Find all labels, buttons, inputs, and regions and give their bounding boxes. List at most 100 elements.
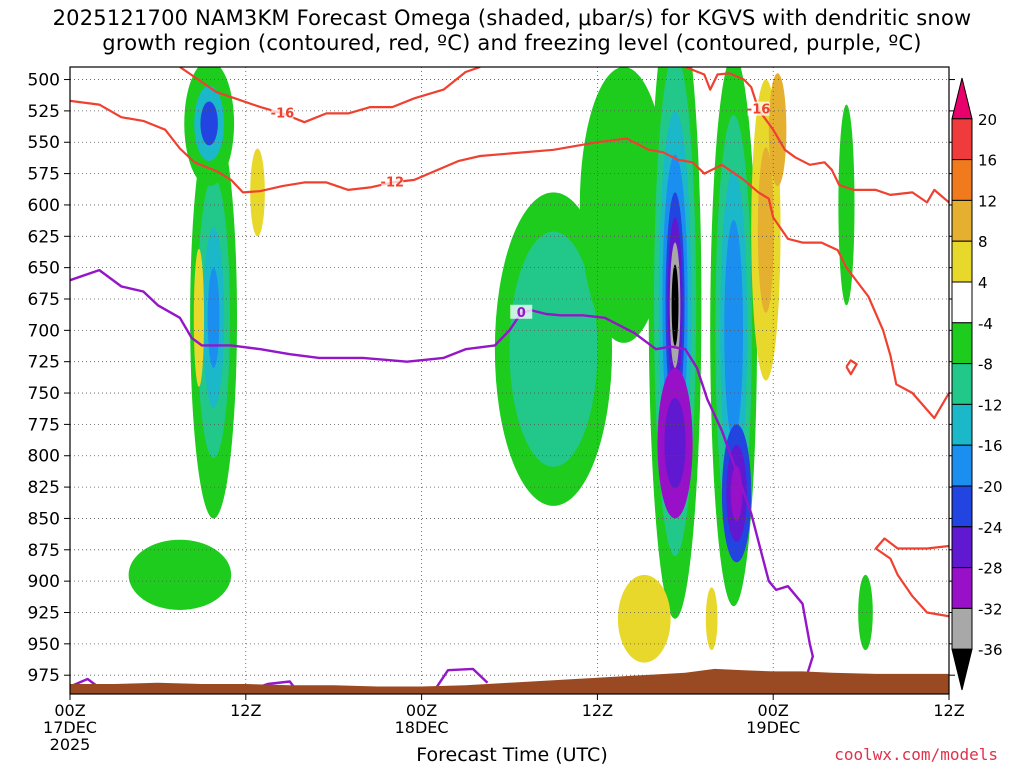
- colorbar-swatch: [951, 281, 973, 324]
- ground-terrain: [70, 668, 949, 694]
- y-tick-label: 850: [28, 509, 60, 529]
- contour-label: 0: [517, 306, 526, 321]
- title-line-1: 2025121700 NAM3KM Forecast Omega (shaded…: [52, 6, 972, 30]
- source-credit: coolwx.com/models: [834, 745, 998, 764]
- freezing-level-contour: [70, 268, 814, 676]
- dgz-contour: [684, 67, 949, 204]
- y-tick-label: 550: [28, 133, 60, 153]
- y-tick-label: 975: [28, 666, 60, 686]
- x-tick-label: 00Z: [758, 701, 789, 720]
- colorbar-swatch: [951, 199, 973, 242]
- contour-label-bg: [747, 101, 770, 116]
- contour-label-bg: [381, 174, 404, 189]
- chart-title: 2025121700 NAM3KM Forecast Omega (shaded…: [0, 6, 1024, 56]
- colorbar-swatch: [951, 444, 973, 487]
- colorbar-swatch: [951, 363, 973, 405]
- x-tick-label: 18DEC: [395, 718, 449, 737]
- y-tick-label: 575: [28, 165, 60, 185]
- omega-blob-morning-low: [128, 539, 232, 610]
- contour-label: -12: [381, 175, 405, 190]
- dgz-contour: [179, 67, 481, 124]
- colorbar-swatch: [951, 485, 973, 528]
- colorbar-label: -4: [978, 315, 993, 333]
- omega-blob-morning-column: [190, 117, 238, 519]
- x-tick-label: 19DEC: [746, 718, 800, 737]
- colorbar-label: 8: [978, 233, 988, 251]
- colorbar-label: -32: [978, 600, 1003, 618]
- x-tick-label: 00Z: [54, 701, 85, 720]
- colorbar-label: 4: [978, 274, 988, 292]
- x-tick-label: 12Z: [582, 701, 613, 720]
- colorbar-label: 20: [978, 111, 997, 129]
- omega-blob-main-lower: [657, 367, 693, 519]
- contour-label-bg: [510, 304, 533, 319]
- y-tick-label: 925: [28, 603, 60, 623]
- title-line-2: growth region (contoured, red, ºC) and f…: [102, 31, 922, 55]
- contour-lines: -16 -16 -12 0: [70, 67, 949, 693]
- x-tick-label: 00Z: [406, 701, 437, 720]
- y-tick-label: 775: [28, 415, 60, 435]
- x-tick-label: 12Z: [230, 701, 261, 720]
- y-tick-label: 675: [28, 290, 60, 310]
- x-tick-label: 17DEC: [43, 718, 97, 737]
- colorbar-swatch: [951, 526, 973, 569]
- y-tick-label: 950: [28, 635, 60, 655]
- y-tick-label: 525: [28, 102, 60, 122]
- contour-label: -16: [747, 103, 771, 118]
- omega-blob-positive-upper: [768, 73, 787, 187]
- colorbar-label: -12: [978, 396, 1003, 414]
- colorbar-label: 16: [978, 152, 997, 170]
- colorbar-label: -8: [978, 356, 993, 374]
- omega-blob-midday-18: [494, 192, 613, 506]
- plot-frame: [69, 66, 950, 695]
- y-tick-label: 900: [28, 572, 60, 592]
- omega-blob-morning-upper: [184, 67, 235, 187]
- dgz-contour: [70, 99, 949, 420]
- omega-shaded-field: [128, 67, 873, 663]
- x-axis-title: Forecast Time (UTC): [416, 744, 608, 766]
- colorbar-swatch: [951, 322, 973, 365]
- y-tick-label: 500: [28, 71, 60, 91]
- colorbar-label: -16: [978, 437, 1003, 455]
- colorbar-label: 12: [978, 192, 997, 210]
- omega-blob-yellow-8z: [193, 248, 205, 387]
- x-tick-label: 2025: [50, 735, 91, 754]
- omega-blob-east-low: [858, 574, 873, 651]
- y-tick-label: 875: [28, 541, 60, 561]
- y-tick-label: 750: [28, 384, 60, 404]
- y-tick-label: 825: [28, 478, 60, 498]
- y-axis: 500 525 550 575 600 625 650 675 700 725 750 775 800 8…: [28, 71, 955, 686]
- dgz-contour: [845, 359, 858, 376]
- y-tick-label: 650: [28, 259, 60, 279]
- colorbar-label: -36: [978, 641, 1003, 659]
- dgz-contour: [874, 537, 949, 618]
- omega-blob-main-column: [648, 67, 702, 619]
- colorbar-swatch: [951, 607, 973, 650]
- colorbar: 20 16 12 8 4 -4 -8 -12 -16 -20 -24 -28 -32 -36: [951, 77, 1003, 691]
- colorbar-top-arrow: [951, 77, 973, 120]
- y-tick-label: 700: [28, 321, 60, 341]
- y-tick-label: 625: [28, 227, 60, 247]
- colorbar-swatch: [951, 118, 973, 161]
- y-tick-label: 600: [28, 196, 60, 216]
- colorbar-bottom-arrow: [951, 648, 973, 691]
- colorbar-swatch: [951, 159, 973, 201]
- contour-label: -16: [271, 106, 295, 121]
- freezing-level-contour: [435, 667, 489, 689]
- y-tick-label: 800: [28, 447, 60, 467]
- x-tick-label: 12Z: [933, 701, 964, 720]
- omega-blob-secondary-lower: [721, 424, 752, 563]
- colorbar-swatch: [951, 240, 973, 283]
- terrain-fill: [70, 668, 949, 694]
- y-tick-label: 725: [28, 353, 60, 373]
- omega-blob-midday-upper: [579, 67, 668, 343]
- contour-label-bg: [271, 105, 294, 120]
- colorbar-swatch: [951, 567, 973, 609]
- colorbar-label: -24: [978, 519, 1003, 537]
- colorbar-label: -28: [978, 560, 1003, 578]
- colorbar-swatch: [951, 403, 973, 446]
- colorbar-label: -20: [978, 478, 1003, 496]
- omega-blob-yellow-low: [617, 574, 671, 663]
